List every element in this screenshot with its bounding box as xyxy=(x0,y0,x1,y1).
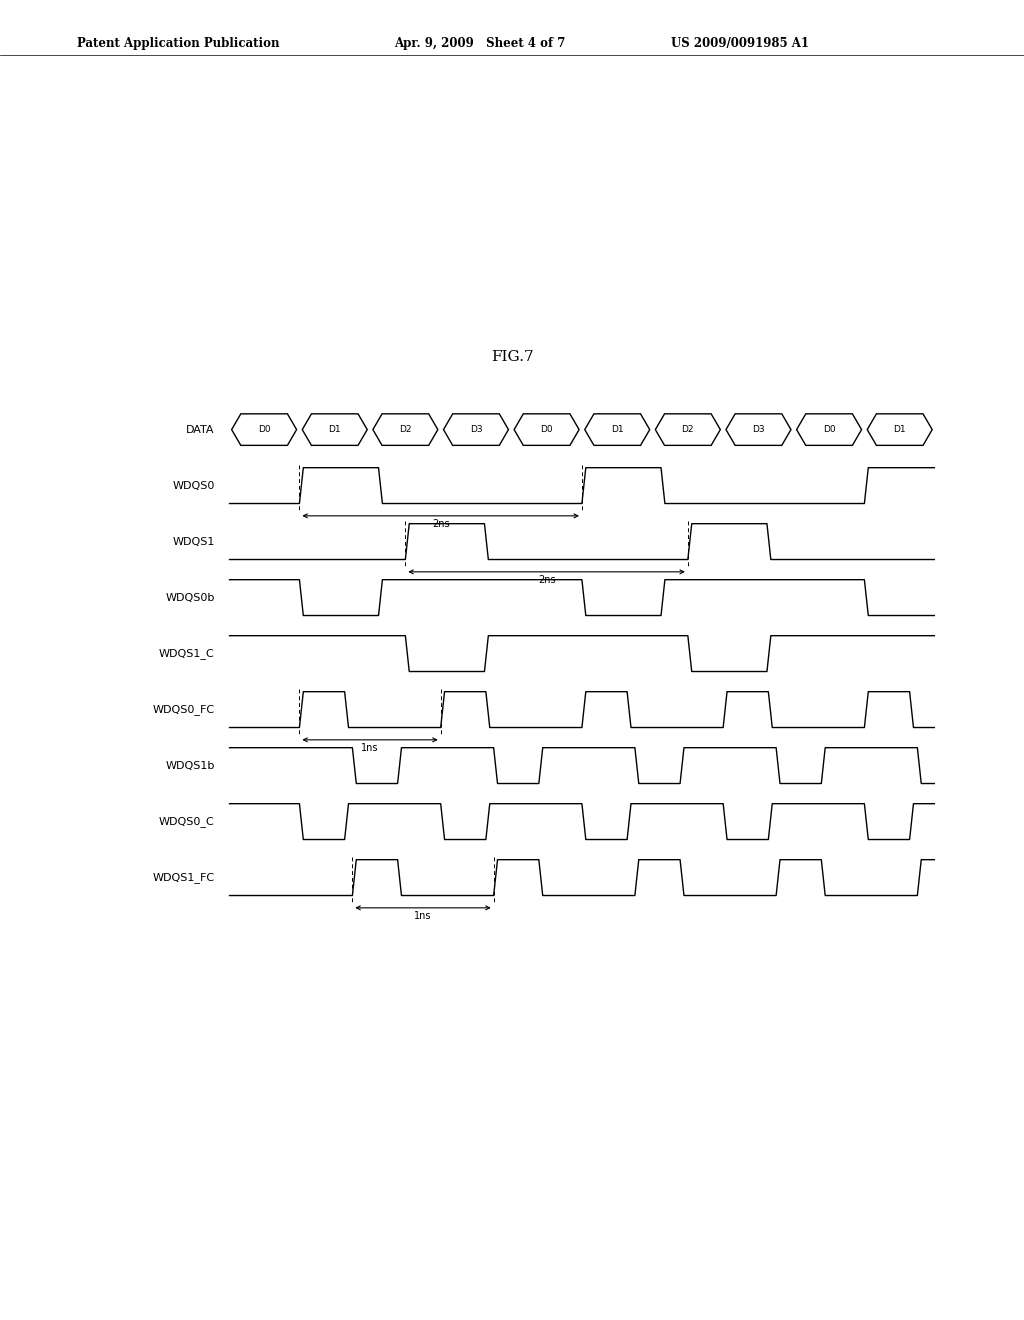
Text: 1ns: 1ns xyxy=(361,743,379,754)
Text: FIG.7: FIG.7 xyxy=(490,350,534,364)
Text: WDQS1_C: WDQS1_C xyxy=(159,648,215,659)
Text: Apr. 9, 2009   Sheet 4 of 7: Apr. 9, 2009 Sheet 4 of 7 xyxy=(394,37,565,50)
Text: Patent Application Publication: Patent Application Publication xyxy=(77,37,280,50)
Text: WDQS0: WDQS0 xyxy=(172,480,215,491)
Text: 2ns: 2ns xyxy=(538,576,555,585)
Text: D2: D2 xyxy=(399,425,412,434)
Text: US 2009/0091985 A1: US 2009/0091985 A1 xyxy=(671,37,809,50)
Text: D2: D2 xyxy=(682,425,694,434)
Text: WDQS0_FC: WDQS0_FC xyxy=(153,704,215,715)
Text: D1: D1 xyxy=(611,425,624,434)
Text: D1: D1 xyxy=(893,425,906,434)
Text: WDQS0b: WDQS0b xyxy=(165,593,215,603)
Text: 2ns: 2ns xyxy=(432,519,450,529)
Text: D0: D0 xyxy=(822,425,836,434)
Text: D3: D3 xyxy=(470,425,482,434)
Text: DATA: DATA xyxy=(186,425,215,434)
Text: WDQS1_FC: WDQS1_FC xyxy=(153,873,215,883)
Text: D0: D0 xyxy=(541,425,553,434)
Text: 1ns: 1ns xyxy=(415,911,432,921)
Text: D0: D0 xyxy=(258,425,270,434)
Text: WDQS0_C: WDQS0_C xyxy=(159,816,215,828)
Text: D3: D3 xyxy=(753,425,765,434)
Text: WDQS1: WDQS1 xyxy=(172,537,215,546)
Text: D1: D1 xyxy=(329,425,341,434)
Text: WDQS1b: WDQS1b xyxy=(165,760,215,771)
